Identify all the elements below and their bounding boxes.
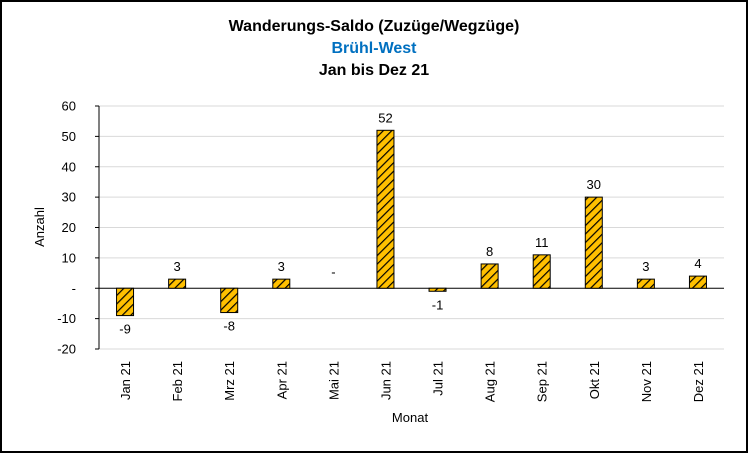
chart-title: Wanderungs-Saldo (Zuzüge/Wegzüge) xyxy=(228,18,520,35)
bar xyxy=(532,254,551,289)
data-label: 52 xyxy=(378,110,392,125)
x-tick-label: Okt 21 xyxy=(587,361,602,399)
y-tick-label: 50 xyxy=(62,129,76,144)
x-tick-label: Jun 21 xyxy=(378,361,393,400)
x-tick-label: Sep 21 xyxy=(535,361,550,402)
data-label: -9 xyxy=(119,322,131,337)
bar xyxy=(272,278,291,289)
gridlines xyxy=(99,105,724,350)
data-label: 3 xyxy=(642,259,649,274)
x-tick-label: Apr 21 xyxy=(274,361,289,399)
data-label: 3 xyxy=(278,259,285,274)
y-tick-label: 40 xyxy=(62,159,76,174)
bar xyxy=(376,129,395,289)
bar xyxy=(584,196,603,289)
y-tick-label: 30 xyxy=(62,190,76,205)
data-label: 8 xyxy=(486,244,493,259)
x-axis-title: Monat xyxy=(392,410,429,425)
bar xyxy=(116,287,135,317)
x-tick-label: Feb 21 xyxy=(170,361,185,401)
x-tick-label: Mai 21 xyxy=(326,361,341,400)
y-tick-label: -20 xyxy=(57,342,76,357)
chart-period: Jan bis Dez 21 xyxy=(318,62,430,79)
x-tick-label: Dez 21 xyxy=(691,361,706,402)
y-tick-label: 60 xyxy=(62,99,76,114)
y-tick-label: 20 xyxy=(62,220,76,235)
chart-subtitle: Brühl-West xyxy=(331,40,417,57)
y-tick-label: 10 xyxy=(62,250,76,265)
bar xyxy=(480,263,499,289)
data-label: 3 xyxy=(174,259,181,274)
x-tick-label: Jan 21 xyxy=(118,361,133,400)
data-label: -8 xyxy=(223,319,235,334)
data-label: 4 xyxy=(694,256,701,271)
bar xyxy=(428,287,447,292)
axes xyxy=(95,105,724,350)
bars xyxy=(116,129,707,317)
data-label: 11 xyxy=(535,235,549,250)
bar xyxy=(220,287,239,314)
data-label: - xyxy=(331,264,335,279)
x-tick-label: Mrz 21 xyxy=(222,361,237,401)
y-tick-label: - xyxy=(72,281,76,296)
bar xyxy=(688,275,707,289)
data-label: 30 xyxy=(587,177,601,192)
bar xyxy=(168,278,187,289)
bar xyxy=(636,278,655,289)
data-label: -1 xyxy=(432,297,444,312)
y-tick-label: -10 xyxy=(57,311,76,326)
x-tick-label: Aug 21 xyxy=(483,361,498,402)
x-tick-label: Jul 21 xyxy=(431,361,446,396)
x-tick-label: Nov 21 xyxy=(639,361,654,402)
y-axis-title: Anzahl xyxy=(32,207,47,247)
